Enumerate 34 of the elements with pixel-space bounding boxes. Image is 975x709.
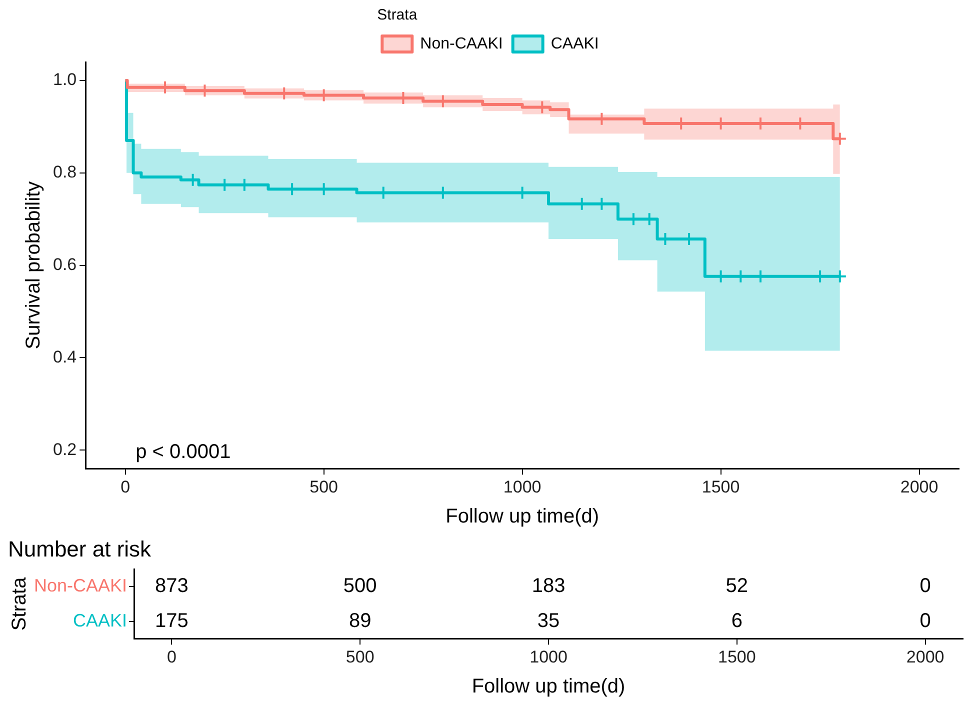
x-tick-label: 500 (310, 477, 338, 496)
data-label: 873 (155, 575, 188, 598)
x-tick-label: 500 (346, 647, 374, 666)
x-tick-label: 0 (120, 477, 130, 496)
x-axis-title: Follow up time(d) (472, 676, 626, 698)
data-label: 52 (726, 575, 748, 598)
y-tick-label: 0.8 (52, 162, 77, 182)
x-tick-label: 1000 (503, 477, 542, 496)
data-label: 0 (920, 610, 931, 632)
y-axis-title: Survival probability (22, 181, 45, 350)
legend-label: Non-CAAKI (420, 35, 503, 52)
x-tick-label: 1500 (718, 647, 756, 666)
x-tick-label: 2000 (900, 477, 938, 496)
x-axis-title: Follow up time(d) (446, 506, 600, 528)
y-tick-label: 0.6 (52, 254, 77, 274)
data-label: 0 (920, 575, 931, 598)
data-label: 183 (532, 575, 566, 598)
y-tick-label: 0.2 (52, 440, 77, 459)
legend-title: Strata (377, 6, 418, 24)
data-label: 500 (343, 575, 377, 598)
y-axis-title: Strata (8, 576, 31, 631)
annotation: p < 0.0001 (136, 441, 231, 464)
data-label: 35 (537, 610, 560, 632)
legend-label: CAAKI (550, 35, 599, 52)
data-label: 6 (731, 610, 742, 632)
y-tick-label: 1.0 (52, 70, 77, 90)
data-label: 89 (348, 610, 372, 632)
x-tick-label: 0 (166, 647, 176, 666)
x-tick-label: 1500 (702, 477, 740, 496)
x-tick-label: 2000 (906, 647, 944, 666)
x-tick-label: 1000 (530, 647, 568, 666)
data-label: 175 (155, 610, 188, 632)
chart-title: Number at risk (8, 536, 152, 562)
y-tick-label: 0.4 (52, 347, 77, 366)
